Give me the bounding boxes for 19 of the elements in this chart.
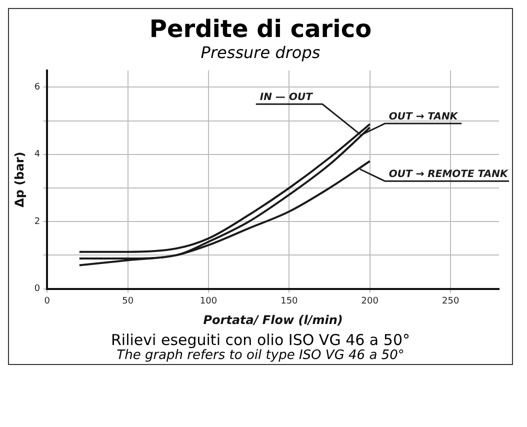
text: The graph refers to oil type ISO VG 46 a 50° <box>116 348 406 364</box>
x-tick-label: 200 <box>361 296 379 307</box>
x-tick-label: 250 <box>442 296 460 307</box>
chart-title: Perdite di carico <box>148 15 373 43</box>
y-tick-label: 0 <box>34 284 40 294</box>
x-axis-title: Portata/ Flow (l/min) <box>203 312 343 327</box>
y-tick-label: 4 <box>34 150 40 160</box>
x-tick-label: 0 <box>44 296 50 307</box>
y-tick-label: 2 <box>34 216 40 227</box>
y-tick-label: 6 <box>34 82 40 93</box>
x-tick-label: 100 <box>200 296 218 307</box>
chart-subtitle: Pressure drops <box>200 43 322 62</box>
text: OUT → REMOTE TANK <box>388 169 509 180</box>
series-label: OUT → TANK <box>388 112 459 123</box>
text: IN — OUT <box>260 92 314 104</box>
x-tick-label: 150 <box>280 296 298 307</box>
text: Rilievi eseguiti con olio ISO VG 46 a 50° <box>110 331 411 349</box>
y-axis-title: Δp (bar) <box>12 152 26 208</box>
x-tick-label: 50 <box>122 296 134 307</box>
